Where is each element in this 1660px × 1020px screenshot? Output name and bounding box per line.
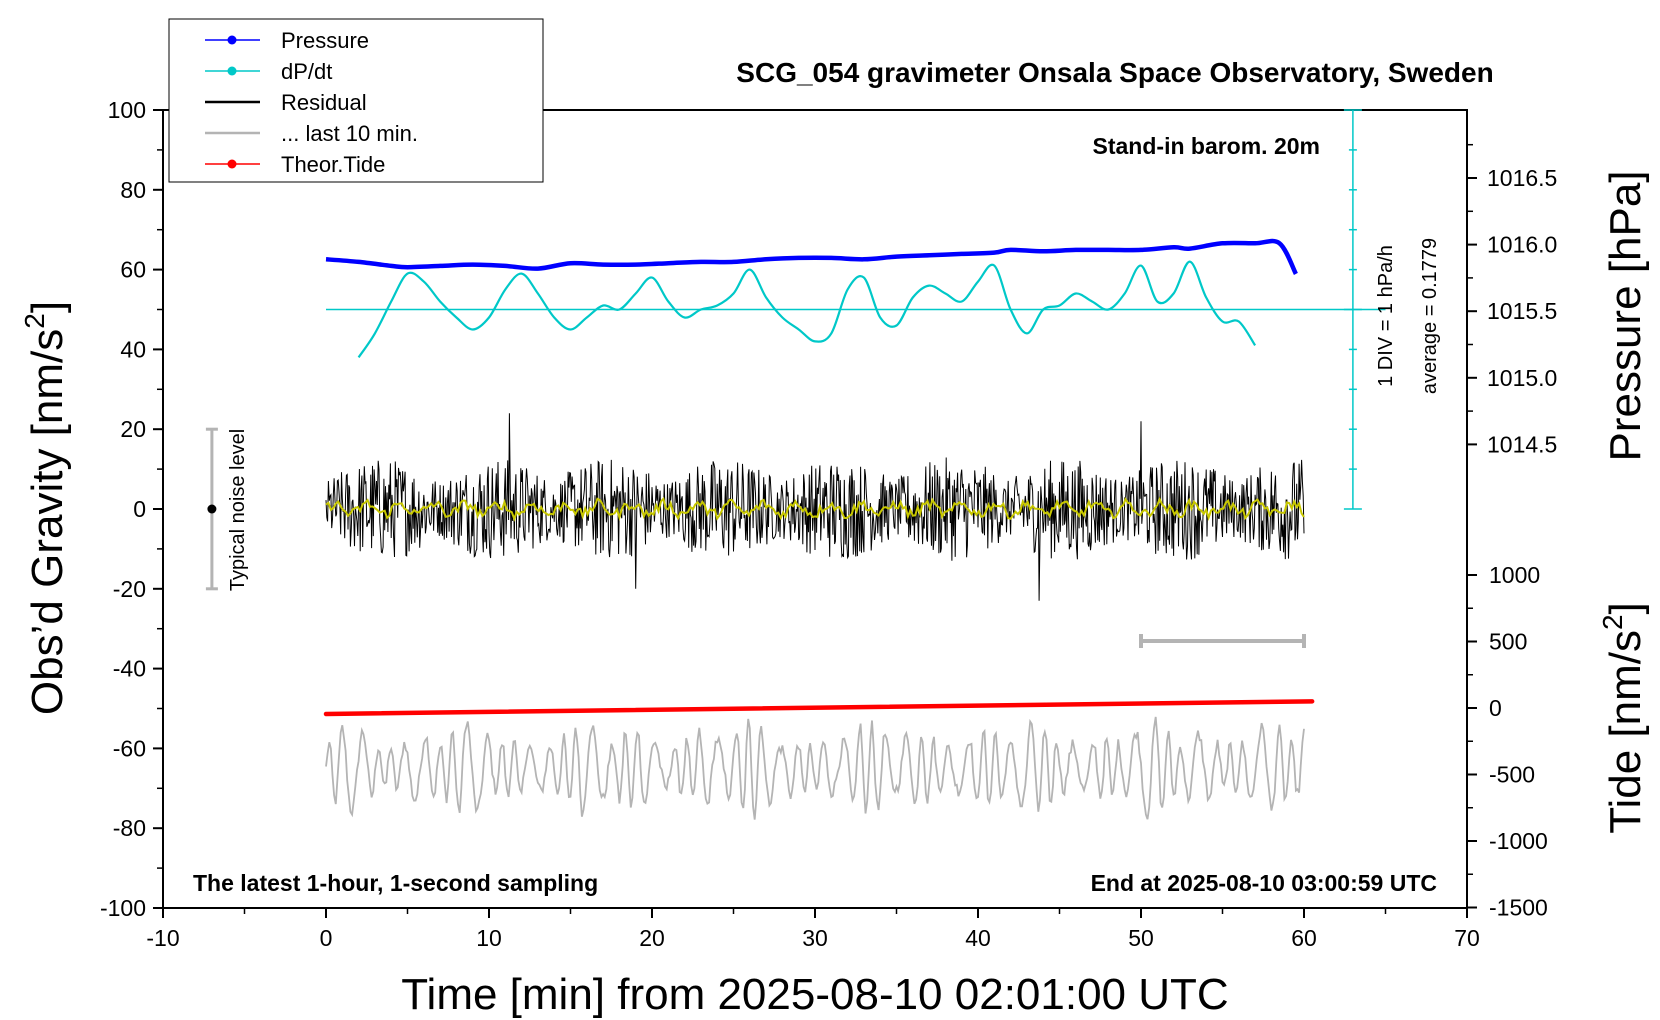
- x-tick-label: 60: [1291, 925, 1317, 951]
- y-tick-label: -40: [113, 656, 146, 682]
- legend: Pressure dP/dt Residual ... last 10 min. The…: [168, 18, 544, 183]
- y-axis-label-pressure: Pressure [hPa]: [1601, 170, 1650, 461]
- sampling-note: The latest 1-hour, 1-second sampling: [193, 870, 598, 896]
- y-tick-label: 20: [120, 416, 146, 442]
- legend-box: [168, 18, 544, 183]
- legend-marker: [227, 159, 237, 169]
- series-layer: [205, 109, 1386, 820]
- y-tick-label: -60: [113, 735, 146, 761]
- tide-tick-label: -1000: [1489, 828, 1548, 854]
- dpdt-scale-note: 1 DIV = 1 hPa/h: [1375, 245, 1397, 387]
- tide-tick-label: -1500: [1489, 895, 1548, 921]
- x-axis-label: Time [min] from 2025-08-10 02:01:00 UTC: [401, 970, 1228, 1019]
- tide-tick-label: 1000: [1489, 562, 1540, 588]
- tide-tick-label: 0: [1489, 695, 1502, 721]
- legend-items: Pressure dP/dt Residual ... last 10 min. The…: [205, 28, 418, 177]
- y-tick-label: 40: [120, 336, 146, 362]
- y-tick-label: 0: [133, 496, 146, 522]
- x-ticks: -10 0 10 20 30 40 50 60 70: [146, 908, 1480, 951]
- tide-tick-label: -500: [1489, 762, 1535, 788]
- legend-label: Theor.Tide: [281, 152, 385, 177]
- x-tick-label: 40: [965, 925, 991, 951]
- legend-marker: [227, 35, 237, 45]
- legend-label: Residual: [281, 90, 367, 115]
- y-axis-label-tide: Tide [nm/s2]: [1597, 602, 1650, 834]
- pressure-tick-label: 1016.0: [1487, 232, 1557, 258]
- pressure-tick-label: 1016.5: [1487, 165, 1557, 191]
- pressure-tick-label: 1015.5: [1487, 298, 1557, 324]
- x-tick-label: -10: [146, 925, 179, 951]
- x-tick-label: 50: [1128, 925, 1154, 951]
- x-tick-label: 30: [802, 925, 828, 951]
- x-tick-label: 70: [1454, 925, 1480, 951]
- legend-label: dP/dt: [281, 59, 332, 84]
- pressure-line: [325, 238, 1298, 275]
- x-tick-label: 10: [476, 925, 502, 951]
- y-tick-label: 80: [120, 177, 146, 203]
- dpdt-average-note: average = 0.1779: [1419, 238, 1441, 394]
- y-axis-label-left: Obs’d Gravity [nm/s2]: [19, 301, 72, 715]
- theoretical-tide-line: [323, 699, 1315, 717]
- end-time-note: End at 2025-08-10 03:00:59 UTC: [1091, 870, 1437, 896]
- tide-tick-label: 500: [1489, 629, 1527, 655]
- y-ticks-left: 100 80 60 40 20 0 -20 -40 -60 -80 -100: [100, 97, 163, 921]
- dpdt-line: [357, 260, 1257, 359]
- y-ticks-right: 1016.5 1016.0 1015.5 1015.0 1014.5 1000 500 0 -5…: [1467, 143, 1557, 921]
- y-tick-label: -80: [113, 815, 146, 841]
- x-tick-label: 0: [320, 925, 333, 951]
- legend-label: ... last 10 min.: [281, 121, 418, 146]
- residual-smoothed-line: [325, 496, 1305, 522]
- noise-level-note: Typical noise level: [227, 429, 249, 591]
- y-tick-label: -100: [100, 895, 146, 921]
- residual-line: [325, 413, 1305, 601]
- x-tick-label: 20: [639, 925, 665, 951]
- noise-bar-center: [207, 504, 217, 514]
- y-tick-label: -20: [113, 576, 146, 602]
- y-tick-label: 100: [108, 97, 146, 123]
- legend-label: Pressure: [281, 28, 369, 53]
- legend-marker: [227, 66, 237, 76]
- last-10-min-line: [325, 716, 1305, 820]
- barometer-note: Stand-in barom. 20m: [1093, 133, 1320, 159]
- pressure-tick-label: 1014.5: [1487, 431, 1557, 457]
- y-tick-label: 60: [120, 257, 146, 283]
- pressure-tick-label: 1015.0: [1487, 365, 1557, 391]
- chart-title: SCG_054 gravimeter Onsala Space Observat…: [736, 57, 1493, 88]
